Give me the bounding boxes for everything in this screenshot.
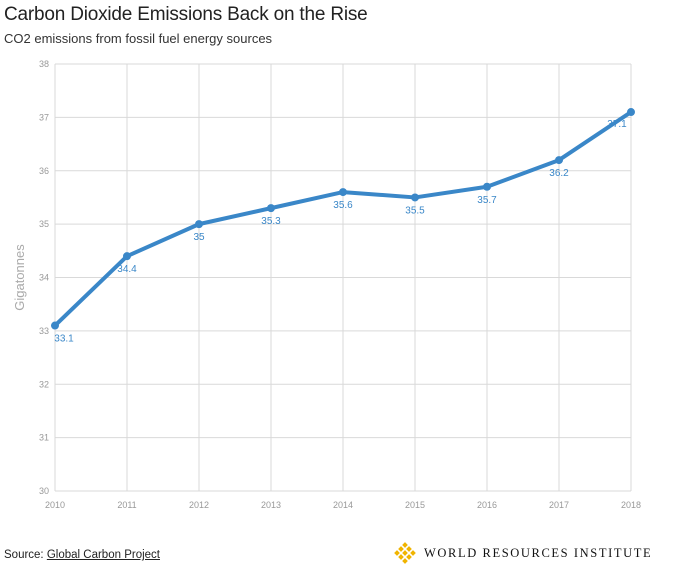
data-label: 37.1 xyxy=(607,119,627,130)
x-tick-label: 2013 xyxy=(261,500,281,510)
data-point xyxy=(555,156,563,165)
data-point xyxy=(483,182,491,191)
x-tick-label: 2015 xyxy=(405,500,425,510)
y-tick-label: 36 xyxy=(39,166,49,176)
x-tick-label: 2011 xyxy=(117,500,136,510)
y-tick-label: 33 xyxy=(39,326,49,336)
x-tick-label: 2010 xyxy=(45,500,65,510)
x-tick-label: 2018 xyxy=(621,500,641,510)
data-point xyxy=(267,204,275,213)
brand-name: WORLD RESOURCES INSTITUTE xyxy=(424,545,653,560)
source-note: Source: Global Carbon Project xyxy=(4,549,160,561)
data-label: 36.2 xyxy=(549,168,569,179)
x-tick-label: 2012 xyxy=(189,500,209,510)
data-point xyxy=(339,188,347,197)
data-label: 35 xyxy=(193,232,205,243)
data-point xyxy=(627,108,635,117)
data-point xyxy=(51,321,59,330)
y-axis-label: Gigatonnes xyxy=(12,244,27,311)
y-tick-label: 34 xyxy=(39,273,49,283)
y-tick-label: 38 xyxy=(39,59,49,69)
data-label: 34.4 xyxy=(117,264,137,275)
data-point xyxy=(195,220,203,229)
source-label: Source: xyxy=(4,549,44,561)
data-label: 33.1 xyxy=(54,334,74,345)
chart-title: Carbon Dioxide Emissions Back on the Ris… xyxy=(4,4,368,25)
x-tick-label: 2014 xyxy=(333,500,353,510)
y-tick-label: 30 xyxy=(39,486,49,496)
data-label: 35.6 xyxy=(333,200,353,211)
wri-diamond-logo-icon xyxy=(394,542,416,564)
y-tick-label: 32 xyxy=(39,379,49,389)
data-point xyxy=(411,193,419,202)
y-tick-label: 35 xyxy=(39,219,49,229)
data-label: 35.5 xyxy=(405,205,425,216)
x-tick-label: 2016 xyxy=(477,500,497,510)
y-tick-label: 37 xyxy=(39,112,49,122)
y-tick-label: 31 xyxy=(39,433,49,443)
data-point xyxy=(123,252,131,261)
chart-subtitle: CO2 emissions from fossil fuel energy so… xyxy=(4,31,273,46)
data-label: 35.7 xyxy=(477,195,497,206)
source-link[interactable]: Global Carbon Project xyxy=(46,549,160,561)
brand-logo: WORLD RESOURCES INSTITUTE xyxy=(394,542,652,564)
x-tick-label: 2017 xyxy=(549,500,569,510)
data-label: 35.3 xyxy=(261,216,281,227)
